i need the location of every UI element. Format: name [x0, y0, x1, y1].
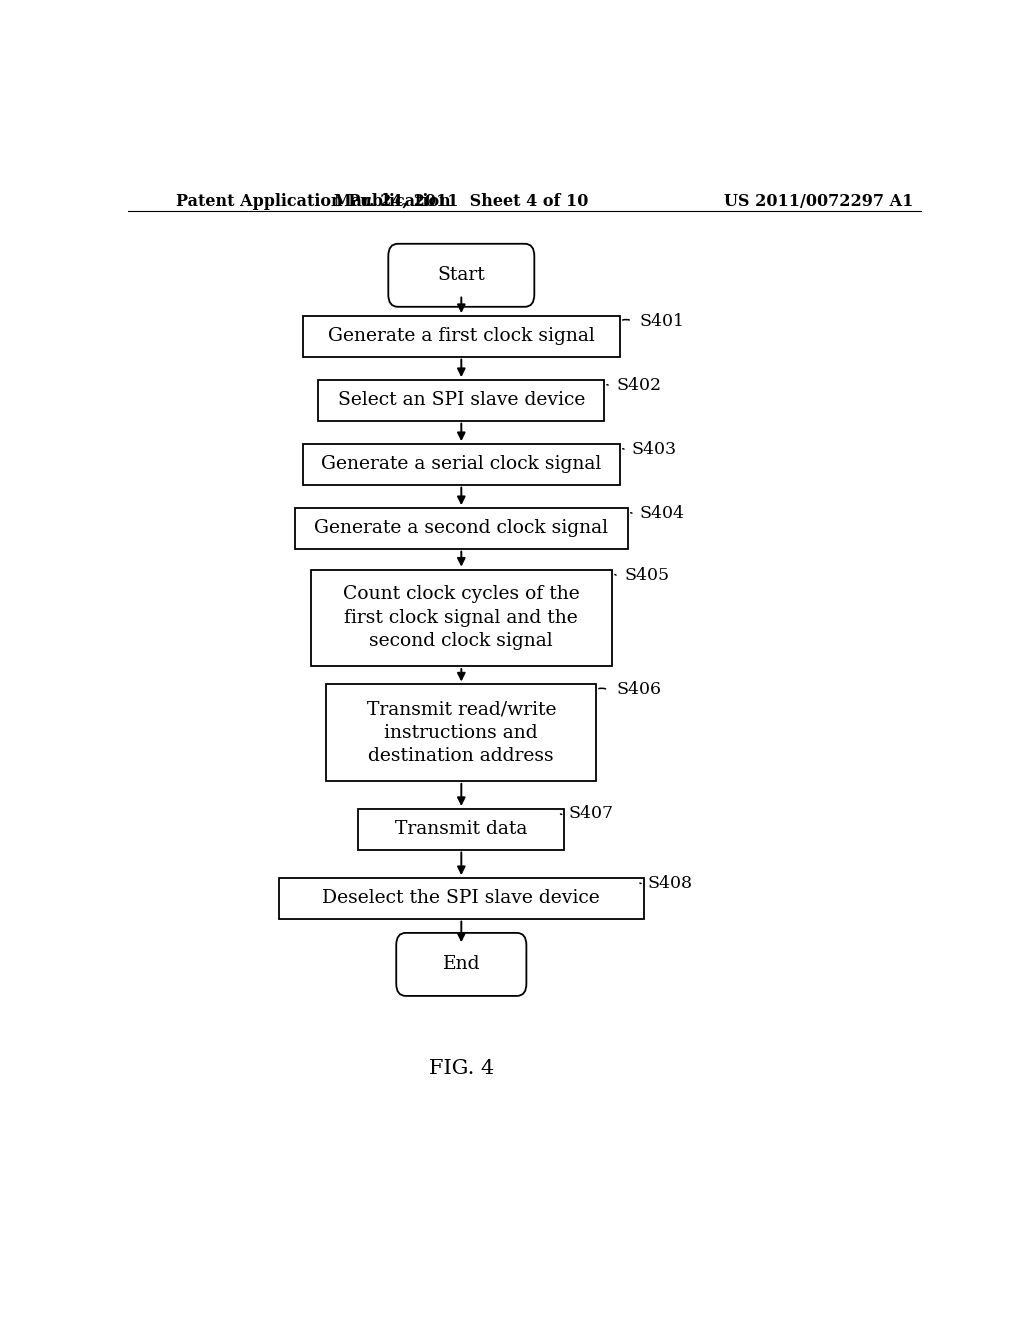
Text: S407: S407 [568, 805, 613, 822]
FancyBboxPatch shape [303, 444, 620, 484]
Text: S402: S402 [616, 376, 662, 393]
Text: S401: S401 [640, 313, 685, 330]
Text: FIG. 4: FIG. 4 [429, 1059, 494, 1077]
FancyBboxPatch shape [396, 933, 526, 995]
FancyBboxPatch shape [310, 569, 612, 667]
FancyBboxPatch shape [279, 878, 644, 919]
Text: Mar. 24, 2011  Sheet 4 of 10: Mar. 24, 2011 Sheet 4 of 10 [334, 193, 589, 210]
FancyBboxPatch shape [327, 684, 596, 781]
FancyBboxPatch shape [295, 508, 628, 549]
Text: Generate a first clock signal: Generate a first clock signal [328, 327, 595, 346]
Text: S404: S404 [640, 504, 685, 521]
Text: S408: S408 [648, 875, 693, 891]
Text: S405: S405 [624, 566, 669, 583]
Text: End: End [442, 956, 480, 973]
Text: Generate a second clock signal: Generate a second clock signal [314, 519, 608, 537]
Text: Transmit read/write
instructions and
destination address: Transmit read/write instructions and des… [367, 700, 556, 766]
Text: Patent Application Publication: Patent Application Publication [176, 193, 451, 210]
FancyBboxPatch shape [318, 380, 604, 421]
Text: US 2011/0072297 A1: US 2011/0072297 A1 [724, 193, 913, 210]
Text: Start: Start [437, 267, 485, 284]
Text: Count clock cycles of the
first clock signal and the
second clock signal: Count clock cycles of the first clock si… [343, 585, 580, 651]
FancyBboxPatch shape [358, 809, 564, 850]
Text: S406: S406 [616, 681, 662, 698]
Text: Deselect the SPI slave device: Deselect the SPI slave device [323, 890, 600, 907]
FancyBboxPatch shape [388, 244, 535, 306]
Text: Select an SPI slave device: Select an SPI slave device [338, 391, 585, 409]
FancyBboxPatch shape [303, 315, 620, 356]
Text: S403: S403 [632, 441, 677, 458]
Text: Generate a serial clock signal: Generate a serial clock signal [322, 455, 601, 474]
Text: Transmit data: Transmit data [395, 820, 527, 838]
